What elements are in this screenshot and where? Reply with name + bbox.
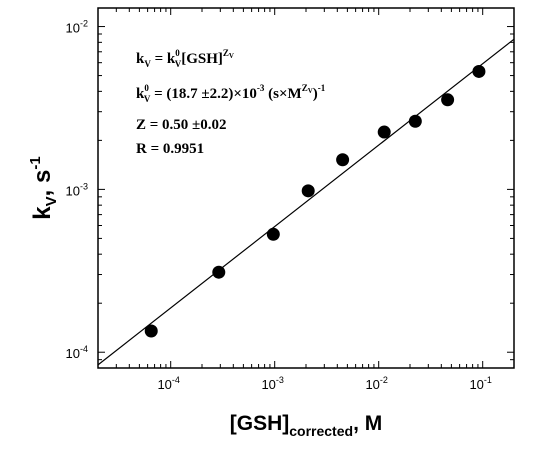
y-axis-title: kV, s-1 [27, 156, 60, 219]
x-axis-title: [GSH]corrected, M [230, 412, 382, 439]
annotation-line-1: kV = k0 V[GSH]ZV [136, 48, 234, 69]
annotation-line-4: R = 0.9951 [136, 141, 204, 157]
y-tick-label: 10-3 [66, 181, 88, 198]
data-point [266, 227, 280, 241]
data-point [377, 125, 391, 139]
data-points [144, 64, 486, 338]
x-tick-label: 10-3 [261, 375, 283, 392]
x-tick-label: 10-2 [365, 375, 387, 392]
data-point [212, 265, 226, 279]
x-tick-label: 10-1 [469, 375, 491, 392]
data-point [472, 64, 486, 78]
fit-line [97, 38, 515, 366]
y-tick-label: 10-2 [66, 19, 88, 36]
axis-ticks: 10-4 10-3 10-2 10-1 10-4 10-3 10-2 [66, 8, 515, 392]
annotation-line-2: k0 V = (18.7 ±2.2)×10-3 (s×MZV)-1 [136, 83, 326, 104]
data-point [301, 184, 315, 198]
data-point [408, 114, 422, 128]
annotation-line-3: Z = 0.50 ±0.02 [136, 117, 227, 133]
data-point [336, 153, 350, 167]
x-tick-label: 10-4 [157, 375, 179, 392]
data-point [441, 93, 455, 107]
data-point [144, 324, 158, 338]
y-tick-label: 10-4 [66, 344, 88, 361]
